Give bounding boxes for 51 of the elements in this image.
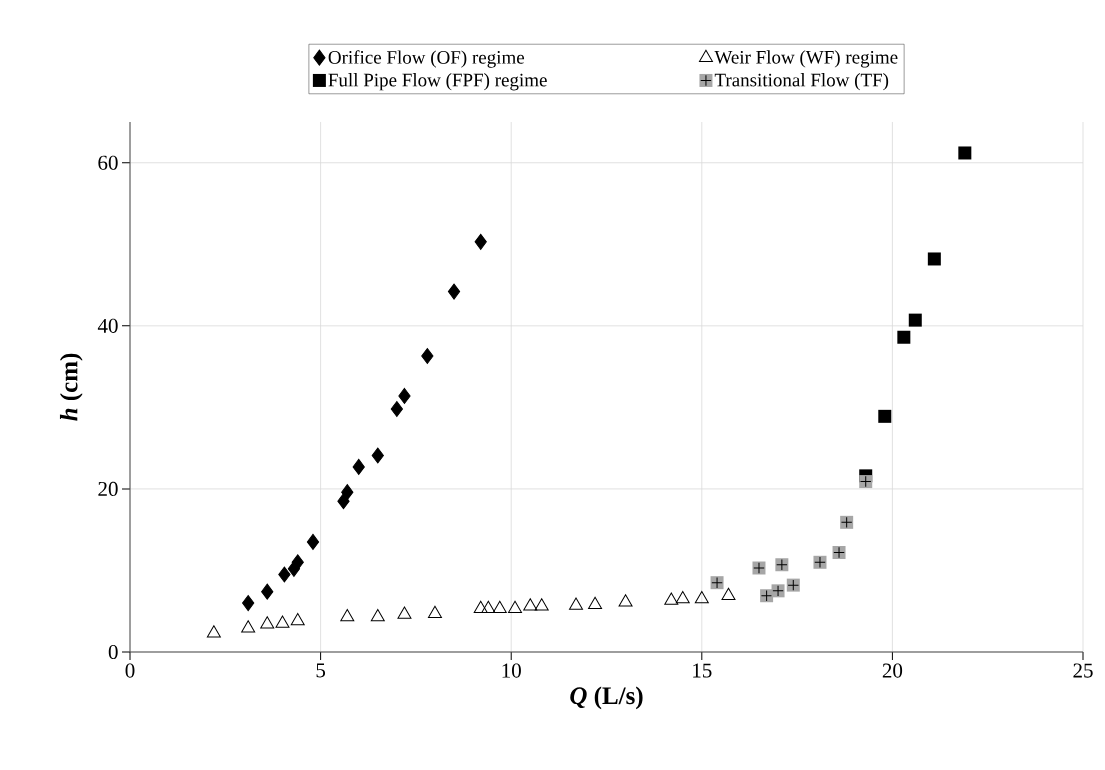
x-axis-title: Q (L/s) [570, 686, 643, 710]
point [397, 606, 412, 619]
y-tick-label: 0 [108, 644, 118, 660]
point [337, 493, 350, 510]
point [588, 596, 603, 609]
x-tick-label: 10 [502, 663, 521, 678]
point [618, 594, 633, 607]
point [371, 447, 384, 464]
point [260, 616, 275, 629]
legend-label: Orifice Flow (OF) regime [328, 50, 525, 68]
x-tick-label: 20 [882, 663, 903, 678]
point [534, 598, 549, 611]
y-tick-label: 40 [97, 318, 118, 333]
point [474, 233, 487, 250]
point [694, 590, 709, 604]
point [398, 387, 411, 404]
y-tick-label: 20 [98, 481, 118, 496]
point [242, 595, 255, 612]
point [421, 348, 434, 364]
point [341, 484, 354, 501]
point [473, 600, 488, 614]
legend-label: Weir Flow (WF) regime [714, 50, 898, 68]
y-axis-title: h (cm) [59, 353, 83, 421]
point [340, 608, 355, 622]
point [523, 598, 538, 611]
point [569, 597, 583, 610]
point [206, 625, 221, 638]
point [241, 620, 256, 633]
point [306, 533, 320, 550]
point [492, 600, 507, 614]
point [352, 458, 365, 475]
point [427, 605, 442, 618]
point [508, 600, 523, 614]
point [261, 583, 274, 600]
point [675, 590, 690, 604]
point [278, 566, 291, 583]
x-tick-label: 25 [1073, 663, 1093, 678]
point [290, 613, 305, 626]
x-tick-label: 5 [316, 663, 326, 678]
point [721, 587, 736, 600]
y-tick-label: 60 [98, 155, 118, 170]
point [481, 600, 496, 614]
point [275, 615, 290, 628]
point [664, 592, 679, 605]
legend-label: Full Pipe Flow (FPF) regime [328, 73, 547, 91]
x-tick-label: 0 [125, 663, 135, 678]
point [390, 401, 403, 417]
point [370, 608, 385, 622]
legend-label: Transitional Flow (TF) [714, 73, 889, 91]
x-tick-label: 15 [693, 663, 712, 678]
point [447, 283, 461, 300]
